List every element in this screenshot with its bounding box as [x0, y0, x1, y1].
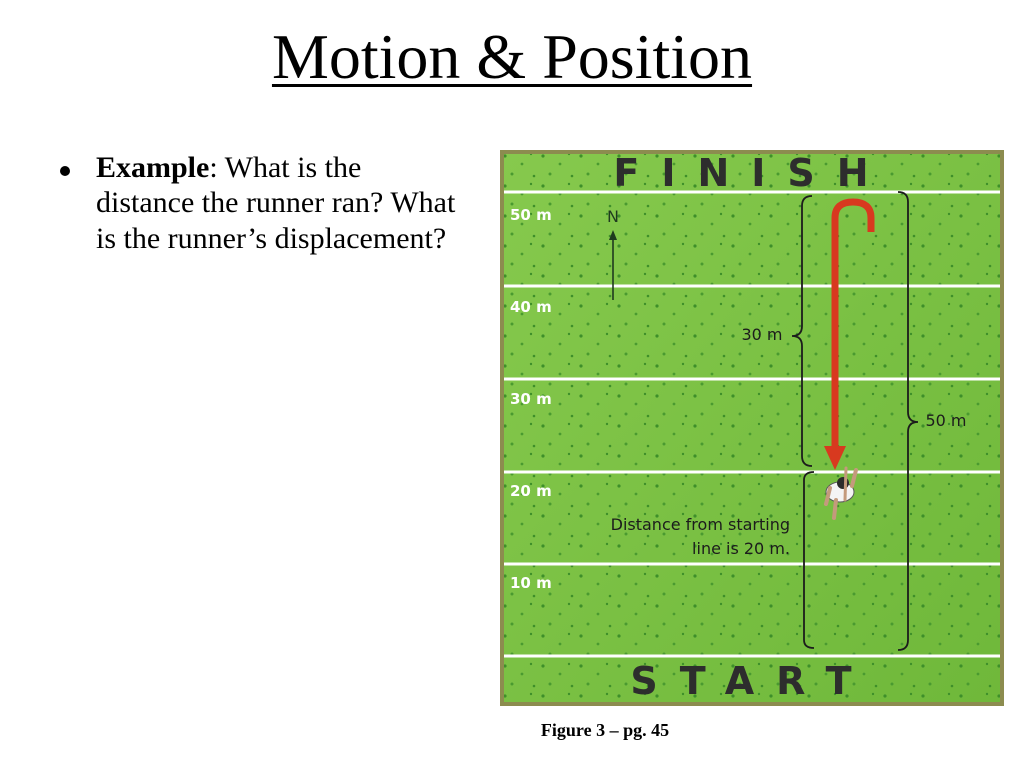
bullet-question: : What is the distance the runner ran? W… — [96, 151, 456, 255]
bracket-20m — [803, 471, 815, 649]
return-path — [831, 198, 875, 450]
north-label: N — [607, 207, 619, 226]
north-arrow-icon: N — [607, 207, 619, 300]
bullet-item: Example: What is the distance the runner… — [60, 150, 460, 256]
bracket-50m — [897, 191, 919, 651]
slide-title: Motion & Position — [0, 21, 1024, 92]
bracket-30m-label: 30 m — [741, 325, 782, 344]
label-50m: 50 m — [510, 206, 552, 224]
bracket-30m — [791, 195, 813, 467]
runner-path — [824, 198, 875, 658]
path-arrowhead-icon — [824, 446, 846, 470]
distance-labels: 50 m 40 m 30 m 20 m 10 m — [510, 206, 552, 592]
runner-field-figure: FINISH START 50 m 40 m 30 m 20 m 10 m N — [500, 150, 1004, 706]
label-20m: 20 m — [510, 482, 552, 500]
label-30m: 30 m — [510, 390, 552, 408]
field-illustration: FINISH START 50 m 40 m 30 m 20 m 10 m N — [500, 150, 1004, 706]
figure-caption: Figure 3 – pg. 45 — [540, 720, 670, 740]
start-label: START — [630, 659, 873, 703]
bracket-50m-label: 50 m — [925, 411, 966, 430]
field-texture — [504, 154, 1000, 702]
runner-icon — [824, 466, 858, 520]
bullet-label: Example — [96, 151, 210, 184]
bullet-text: Example: What is the distance the runner… — [96, 150, 460, 256]
slide-title-text: Motion & Position — [271, 21, 753, 92]
yard-lines — [504, 190, 1000, 658]
note-line1: Distance from starting — [611, 515, 790, 534]
bullet-dot-icon — [60, 166, 70, 176]
label-40m: 40 m — [510, 298, 552, 316]
label-10m: 10 m — [510, 574, 552, 592]
finish-label: FINISH — [613, 151, 890, 195]
note-line2: line is 20 m. — [692, 539, 790, 558]
